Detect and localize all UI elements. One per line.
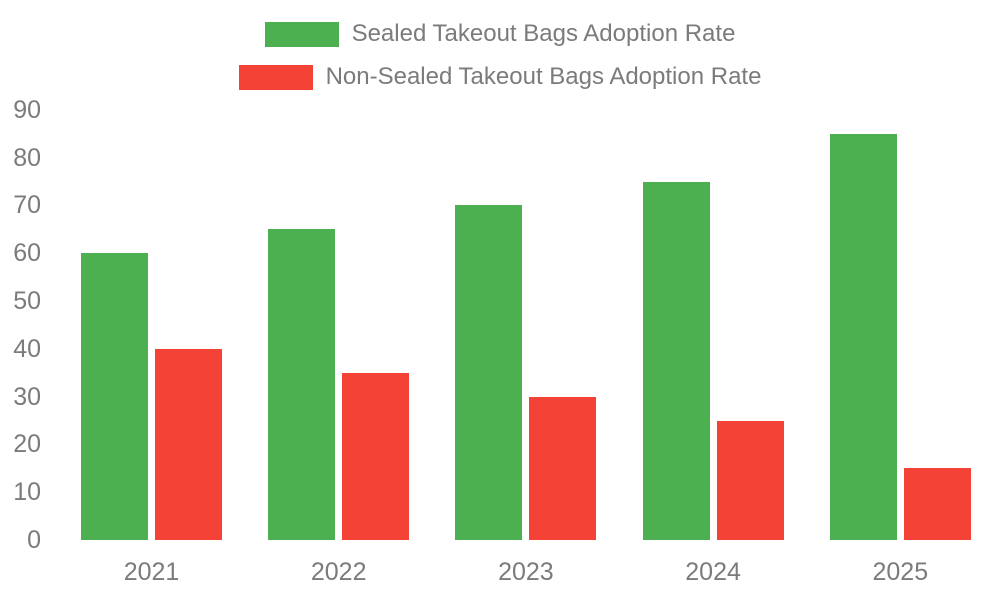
x-tick-label: 2023 [498,558,554,586]
x-tick-label: 2021 [123,558,180,586]
non-sealed-legend-swatch [238,64,313,90]
bar-non-sealed-2025 [903,468,971,540]
legend-item-sealed: Sealed Takeout Bags Adoption Rate [0,20,1000,48]
y-tick-label: 70 [13,191,41,220]
bar-sealed-2023 [455,205,523,540]
bar-non-sealed-2023 [529,396,597,540]
bar-non-sealed-2024 [716,420,784,540]
bar-sealed-2025 [829,133,897,540]
bar-sealed-2021 [81,253,148,540]
x-tick-label: 2022 [310,558,367,586]
y-tick-label: 90 [13,95,41,124]
legend-item-non-sealed: Non-Sealed Takeout Bags Adoption Rate [0,63,1000,91]
y-tick-label: 20 [13,430,41,459]
sealed-legend-swatch [264,21,339,47]
bar-sealed-2022 [268,229,336,540]
y-tick-label: 30 [13,382,41,411]
y-tick-label: 0 [27,526,41,554]
sealed-legend-label: Sealed Takeout Bags Adoption Rate [351,20,736,47]
bar-non-sealed-2021 [155,348,222,540]
x-tick-label: 2024 [685,558,741,586]
bar-non-sealed-2022 [342,372,410,540]
y-tick-label: 80 [13,143,41,172]
y-tick-label: 60 [13,239,41,268]
x-tick-label: 2025 [872,558,929,586]
bar-sealed-2024 [642,181,710,540]
non-sealed-legend-label: Non-Sealed Takeout Bags Adoption Rate [325,63,762,90]
y-tick-label: 50 [13,287,41,315]
y-tick-label: 10 [13,478,41,507]
y-tick-label: 40 [13,334,41,363]
